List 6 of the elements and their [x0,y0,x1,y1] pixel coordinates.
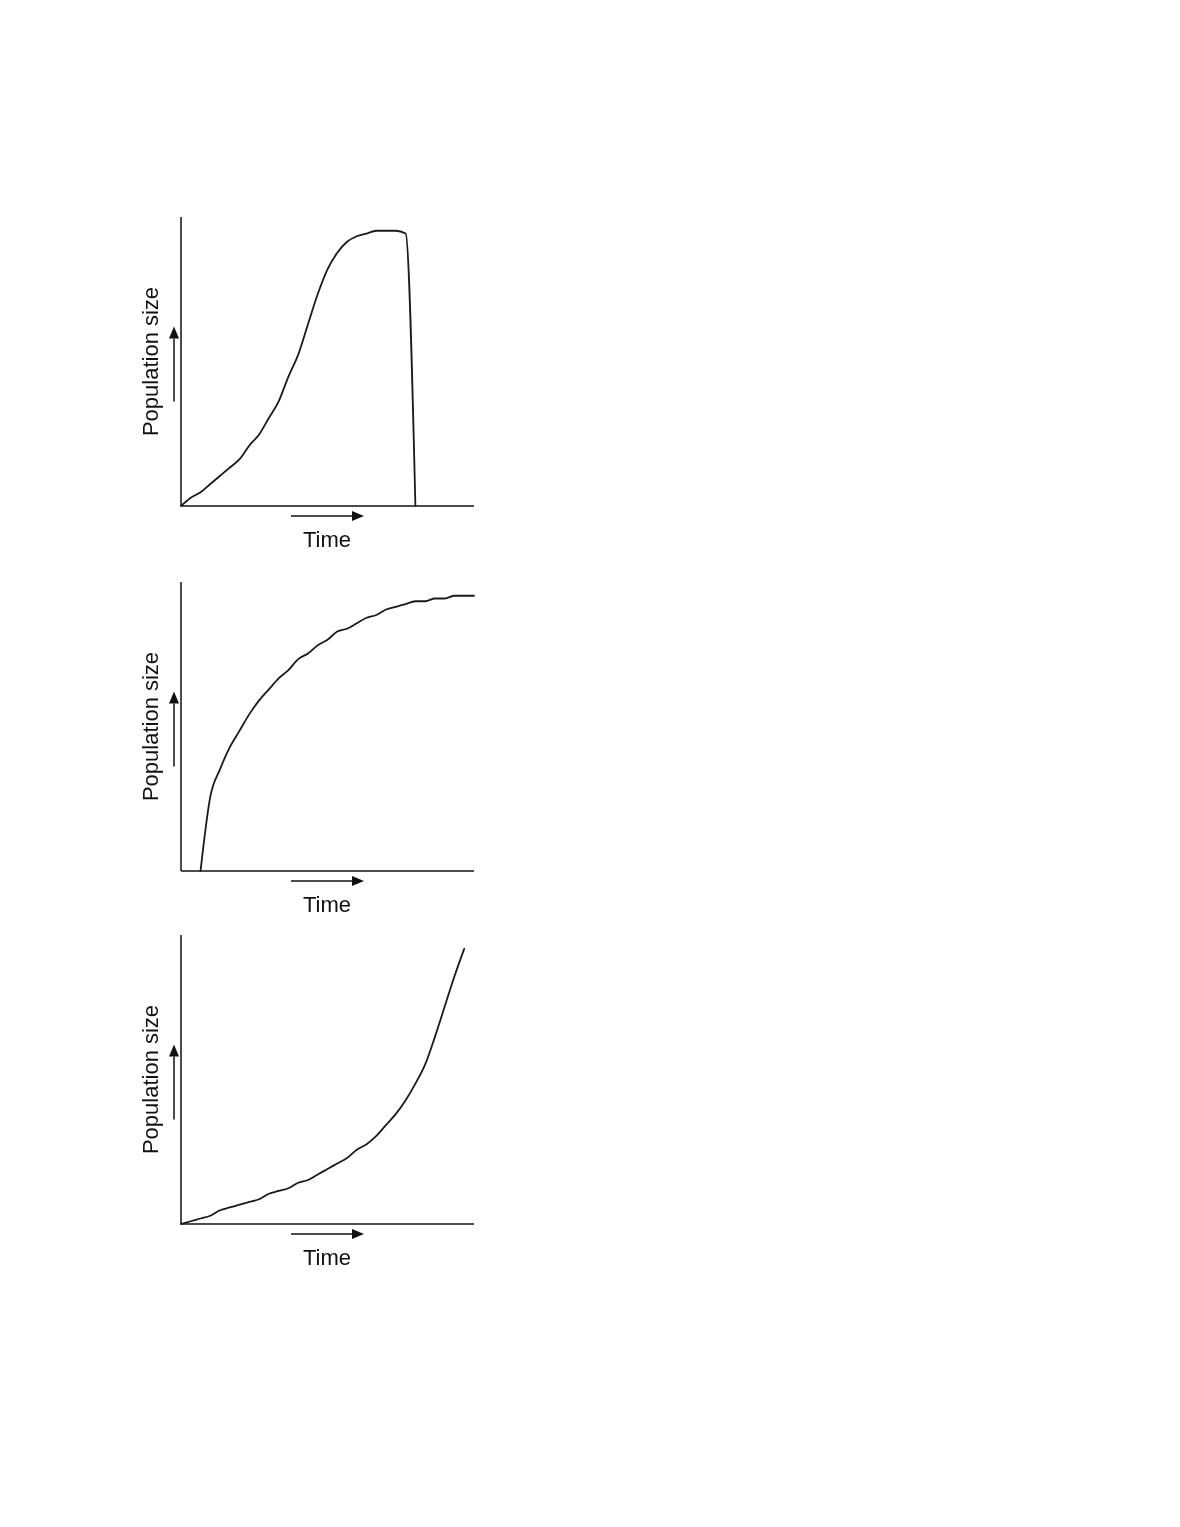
y-axis-title: Population size [138,651,163,802]
y-axis-title: Population size [138,286,163,437]
x-axis-title: Time [302,892,352,917]
x-axis-title: Time [302,1245,352,1270]
x-axis-title: Time [302,527,352,552]
y-axis-title: Population size [138,1004,163,1155]
